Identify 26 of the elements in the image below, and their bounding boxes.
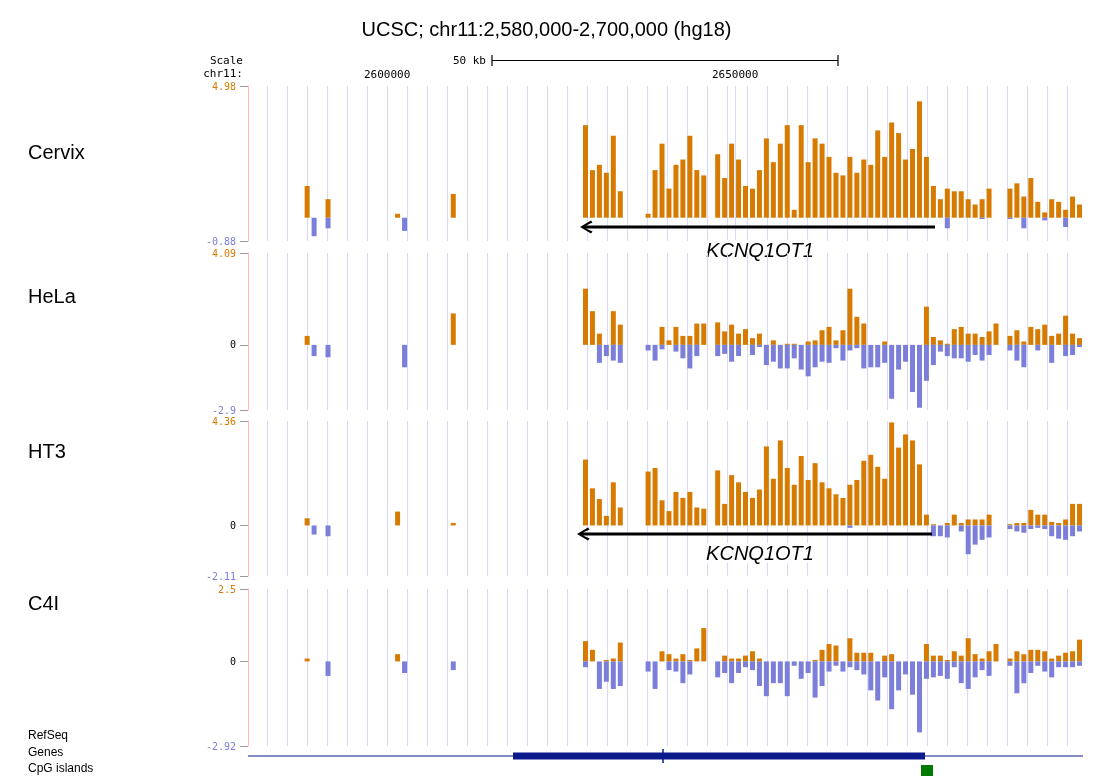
annotation: KCNQ1OT1 <box>706 542 814 564</box>
y-tick-label: 0 <box>229 655 236 667</box>
text: chr11: <box>203 66 243 80</box>
annotation: KCNQ1OT1 <box>706 239 814 261</box>
y-tick-label: 0 <box>229 339 236 351</box>
y-tick-label: 4.98 <box>211 80 236 92</box>
y-tick-label: -2.92 <box>205 740 236 752</box>
y-tick-label: 4.36 <box>211 415 236 427</box>
text: CpG islands <box>28 761 94 775</box>
y-axis-title: Cervix <box>28 141 85 163</box>
y-axis-title: C4I <box>28 592 60 614</box>
y-tick-label: -2.9 <box>211 404 236 416</box>
text: Genes <box>28 745 64 759</box>
text: RefSeq <box>28 728 69 742</box>
y-axis-title: HT3 <box>28 440 66 462</box>
text: Scale <box>209 53 243 67</box>
y-tick-label: -2.11 <box>205 570 236 582</box>
text: 50 kb <box>452 53 486 67</box>
y-tick-label: 4.09 <box>211 247 236 259</box>
y-tick-label: -0.88 <box>205 235 236 247</box>
y-axis-title: HeLa <box>28 285 77 307</box>
x-tick-label: 2600000 <box>363 68 411 81</box>
y-tick-label: 2.5 <box>217 583 236 595</box>
y-tick-label: 0 <box>229 519 236 531</box>
chart-title: UCSC; chr11:2,580,000-2,700,000 (hg18) <box>361 18 732 40</box>
x-tick-label: 2650000 <box>711 68 759 81</box>
